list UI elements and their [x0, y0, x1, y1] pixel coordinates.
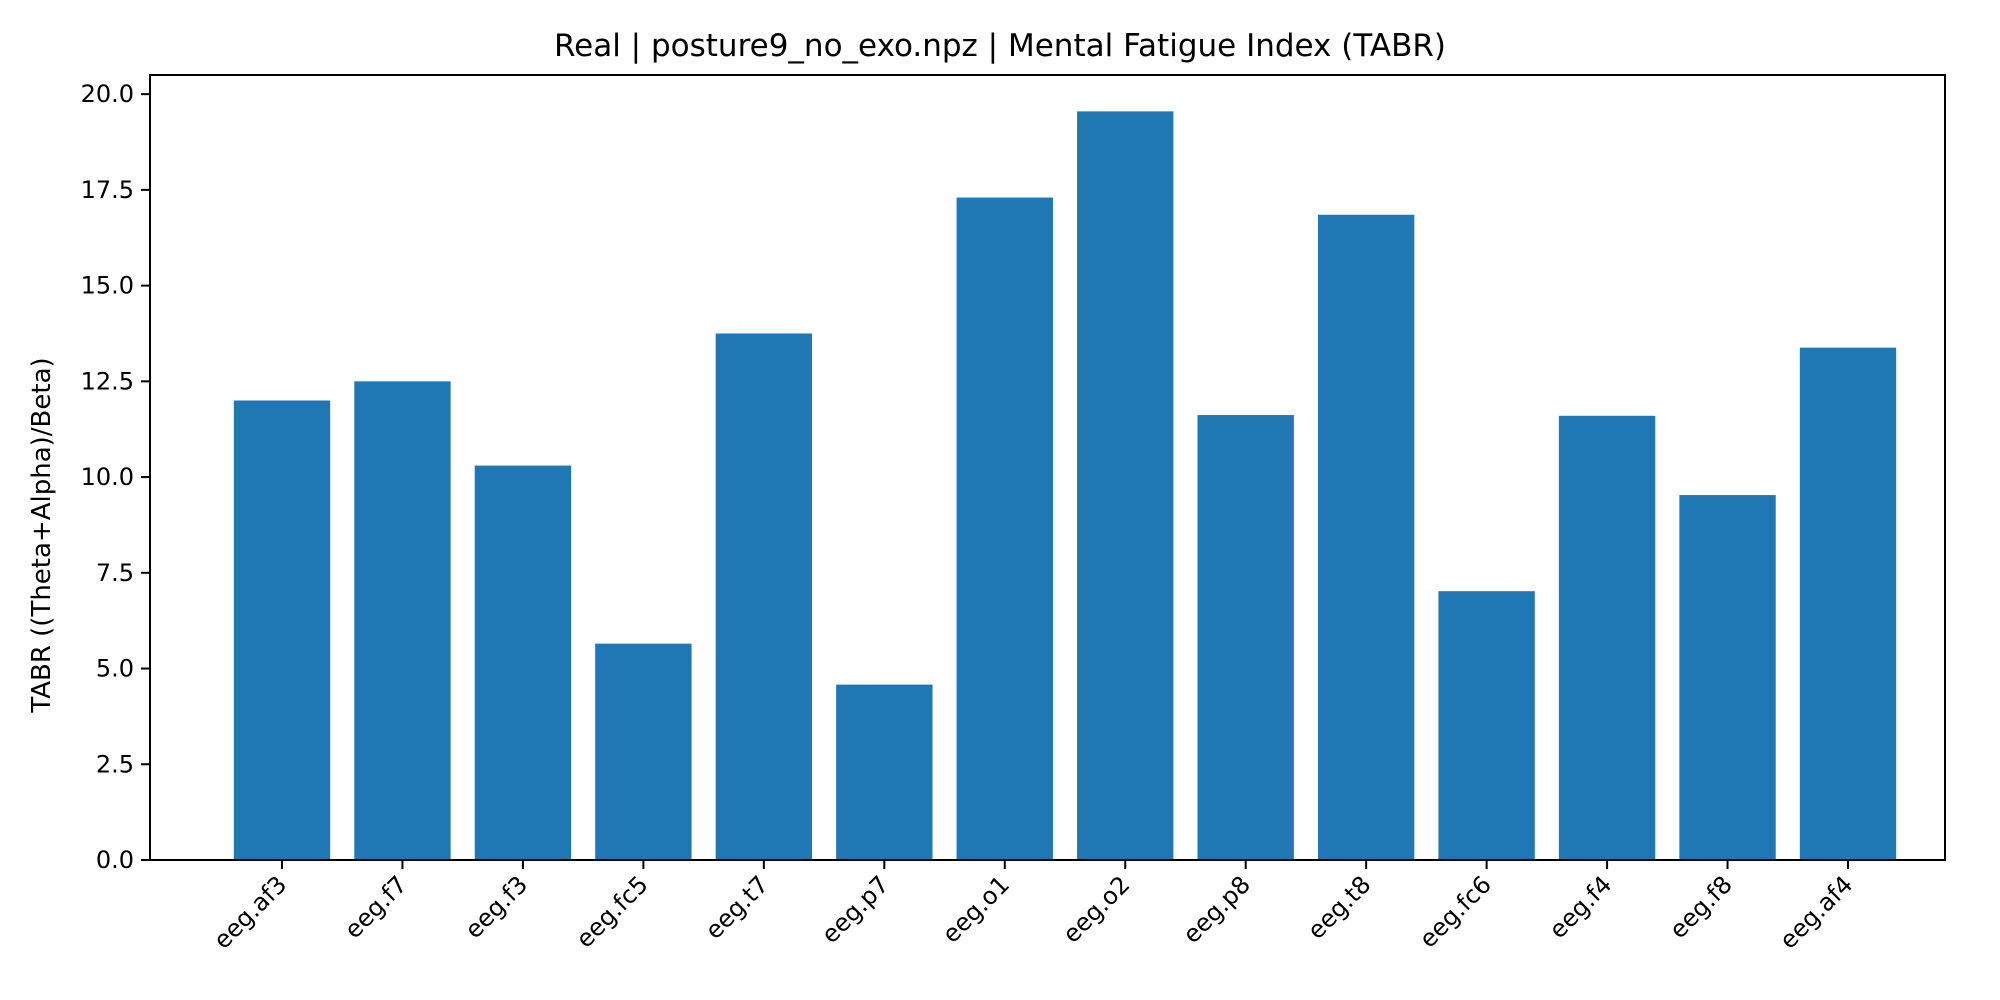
bar-eeg-f8: [1679, 495, 1776, 860]
bar-eeg-t7: [715, 333, 813, 861]
bar-eeg-fc6: [1438, 591, 1535, 860]
bar-eeg-f7: [354, 381, 451, 860]
x-tick-label: eeg.t8: [1302, 870, 1376, 944]
y-tick-label: 12.5: [81, 367, 134, 395]
x-tick-label: eeg.p7: [816, 870, 894, 948]
bar-eeg-fc5: [595, 643, 692, 860]
bar-eeg-o2: [1077, 111, 1174, 860]
x-tick-label: eeg.fc6: [1414, 870, 1497, 953]
x-tick-label: eeg.f7: [339, 870, 413, 944]
bar-eeg-f3: [474, 465, 572, 860]
y-tick-label: 5.0: [96, 655, 134, 683]
x-tick-label: eeg.t7: [700, 870, 774, 944]
plot-area-frame: [149, 74, 1946, 861]
bar-eeg-p8: [1197, 415, 1294, 860]
y-axis-ticks: 0.0 2.5 5.0 7.5 10.0 12.5 15.0 17.5 20.0: [81, 80, 150, 874]
y-tick-label: 10.0: [81, 463, 134, 491]
bar-eeg-f4: [1558, 415, 1656, 860]
x-tick-label: eeg.af3: [208, 870, 292, 954]
x-tick-label: eeg.af4: [1774, 870, 1858, 954]
bars-group: [233, 111, 1897, 861]
y-tick-label: 7.5: [96, 559, 134, 587]
y-tick-label: 17.5: [81, 176, 134, 204]
y-tick-label: 20.0: [81, 80, 134, 108]
y-axis-label: TABR ((Theta+Alpha)/Beta): [27, 357, 57, 713]
y-tick-label: 2.5: [96, 750, 134, 778]
x-tick-label: eeg.o2: [1057, 870, 1135, 948]
bar-eeg-af3: [233, 400, 331, 860]
bar-eeg-p7: [836, 684, 933, 860]
bar-eeg-t8: [1317, 214, 1415, 860]
x-tick-label: eeg.f8: [1664, 870, 1738, 944]
x-tick-label: eeg.f3: [460, 870, 534, 944]
chart-title: Real | posture9_no_exo.npz | Mental Fati…: [554, 28, 1446, 64]
bar-eeg-o1: [956, 197, 1053, 860]
y-tick-label: 0.0: [96, 846, 134, 874]
x-tick-label: eeg.f4: [1544, 870, 1618, 944]
y-tick-label: 15.0: [81, 272, 134, 300]
x-axis-ticks: eeg.af3 eeg.f7 eeg.f3 eeg.fc5 eeg.t7 eeg.p7 ee…: [208, 860, 1858, 954]
x-tick-label: eeg.p8: [1178, 870, 1256, 948]
x-tick-label: eeg.fc5: [571, 870, 654, 953]
x-tick-label: eeg.o1: [937, 870, 1015, 948]
bar-eeg-af4: [1799, 347, 1897, 860]
